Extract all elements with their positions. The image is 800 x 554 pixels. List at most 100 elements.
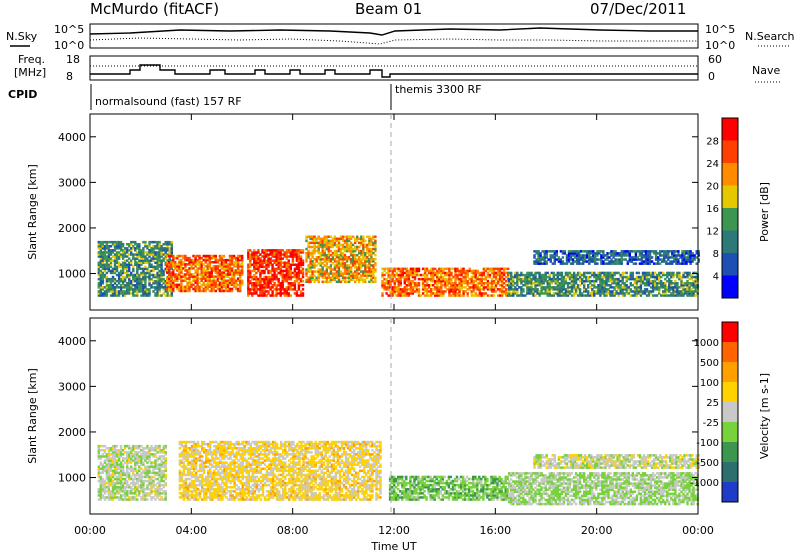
- colorbar-segment: [722, 253, 738, 276]
- echo-cell: [234, 261, 238, 264]
- echo-cell: [126, 251, 129, 254]
- echo-cell: [442, 267, 445, 271]
- echo-cell: [113, 290, 117, 293]
- colorbar-segment: [722, 140, 738, 164]
- echo-cell: [249, 282, 252, 285]
- echo-cell: [115, 449, 119, 452]
- echo-cell: [663, 250, 666, 253]
- echo-cell: [374, 262, 377, 265]
- echo-cell: [128, 275, 131, 279]
- colorbar-segment: [722, 118, 738, 141]
- echo-cell: [492, 294, 496, 297]
- echo-cell: [101, 263, 105, 266]
- echo-cell: [212, 289, 215, 293]
- echo-cell: [263, 275, 266, 279]
- echo-cell: [97, 261, 100, 264]
- echo-cell: [261, 292, 264, 295]
- echo-cell: [210, 279, 213, 282]
- echo-cell: [206, 271, 209, 274]
- echo-cell: [198, 281, 201, 284]
- echo-cell: [115, 286, 119, 289]
- echo-cell: [107, 277, 111, 281]
- echo-cell: [202, 269, 205, 272]
- echo-cell: [105, 240, 109, 244]
- echo-cell: [200, 285, 203, 289]
- echo-cell: [156, 245, 159, 248]
- echo-cell: [186, 263, 189, 266]
- echo-cell: [188, 279, 191, 282]
- echo-cell: [259, 290, 262, 293]
- echo-cell: [571, 258, 575, 261]
- echo-cell: [200, 269, 203, 272]
- echo-cell: [128, 257, 131, 260]
- echo-cell: [150, 240, 153, 244]
- echo-cell: [228, 267, 232, 270]
- echo-cell: [113, 249, 117, 252]
- echo-cell: [251, 251, 254, 254]
- echo-cell: [184, 273, 187, 276]
- echo-cell: [257, 251, 260, 254]
- echo-cell: [150, 251, 153, 254]
- echo-cell: [327, 266, 330, 269]
- echo-cell: [488, 286, 492, 289]
- echo-cell: [249, 253, 252, 256]
- echo-cell: [616, 258, 619, 261]
- echo-cell: [263, 249, 266, 252]
- echo-cell: [234, 265, 238, 268]
- echo-cell: [138, 247, 141, 250]
- echo-cell: [128, 292, 131, 295]
- echo-cell: [602, 260, 605, 263]
- echo-cell: [194, 271, 197, 274]
- echo-cell: [662, 282, 665, 285]
- echo-cell: [111, 292, 115, 295]
- echo-cell: [464, 290, 467, 293]
- echo-cell: [154, 477, 157, 481]
- echo-cell: [216, 285, 220, 289]
- echo-cell: [162, 286, 165, 289]
- echo-cell: [152, 257, 155, 260]
- echo-cell: [97, 255, 100, 258]
- echo-cell: [222, 273, 226, 276]
- echo-cell: [257, 257, 260, 260]
- echo-cell: [218, 263, 222, 266]
- echo-cell: [196, 254, 199, 258]
- echo-cell: [220, 289, 224, 293]
- echo-cell: [634, 262, 638, 265]
- echo-cell: [115, 496, 119, 499]
- echo-cell: [160, 483, 163, 487]
- echo-cell: [136, 277, 139, 281]
- echo-cell: [190, 273, 193, 276]
- echo-cell: [132, 277, 135, 281]
- echo-cell: [166, 281, 169, 284]
- echo-cell: [140, 271, 143, 275]
- echo-cell: [206, 277, 209, 280]
- echo-cell: [637, 271, 641, 275]
- echo-cell: [616, 252, 619, 255]
- echo-cell: [97, 251, 100, 254]
- echo-cell: [113, 257, 117, 260]
- echo-cell: [253, 267, 256, 271]
- echo-cell: [134, 284, 137, 287]
- echo-cell: [146, 269, 149, 273]
- echo-cell: [180, 254, 183, 258]
- echo-cell: [115, 261, 119, 264]
- echo-cell: [389, 290, 392, 293]
- echo-cell: [132, 240, 135, 244]
- echo-cell: [170, 287, 173, 291]
- echo-cell: [105, 288, 109, 291]
- echo-cell: [160, 279, 163, 283]
- echo-cell: [236, 279, 240, 282]
- echo-cell: [130, 249, 133, 252]
- echo-cell: [239, 277, 242, 280]
- echo-cell: [427, 290, 431, 293]
- echo-cell: [142, 267, 145, 271]
- echo-cell: [121, 245, 125, 248]
- echo-cell: [126, 292, 129, 295]
- echo-cell: [107, 269, 111, 273]
- echo-cell: [255, 282, 258, 285]
- echo-cell: [136, 257, 139, 260]
- echo-cell: [204, 287, 207, 291]
- echo-cell: [222, 283, 226, 287]
- echo-cell: [208, 279, 211, 282]
- echo-cell: [152, 267, 155, 271]
